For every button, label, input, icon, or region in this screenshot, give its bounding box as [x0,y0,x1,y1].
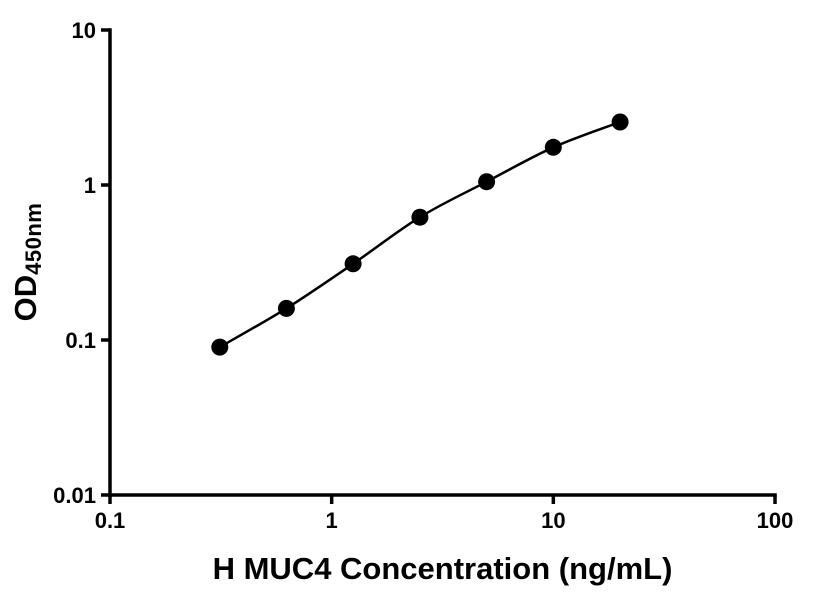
data-point [478,173,496,191]
y-axis-title: OD450nm [6,162,46,362]
y-axis-title-text: OD [8,274,43,322]
data-point [344,255,362,273]
data-point [211,338,229,356]
x-tick-label: 1 [326,508,338,533]
data-point [544,138,562,156]
y-tick-label: 1 [84,173,96,198]
data-point [611,113,629,131]
x-tick-label: 10 [541,508,565,533]
data-point [411,208,429,226]
data-point [277,299,295,317]
x-tick-label: 100 [757,508,794,533]
y-tick-label: 0.01 [53,483,96,508]
x-tick-label: 0.1 [95,508,126,533]
y-axis-title-subscript: 450nm [21,202,46,275]
y-tick-label: 0.1 [65,328,96,353]
y-tick-label: 10 [72,18,96,43]
x-axis-title: H MUC4 Concentration (ng/mL) [212,551,673,586]
